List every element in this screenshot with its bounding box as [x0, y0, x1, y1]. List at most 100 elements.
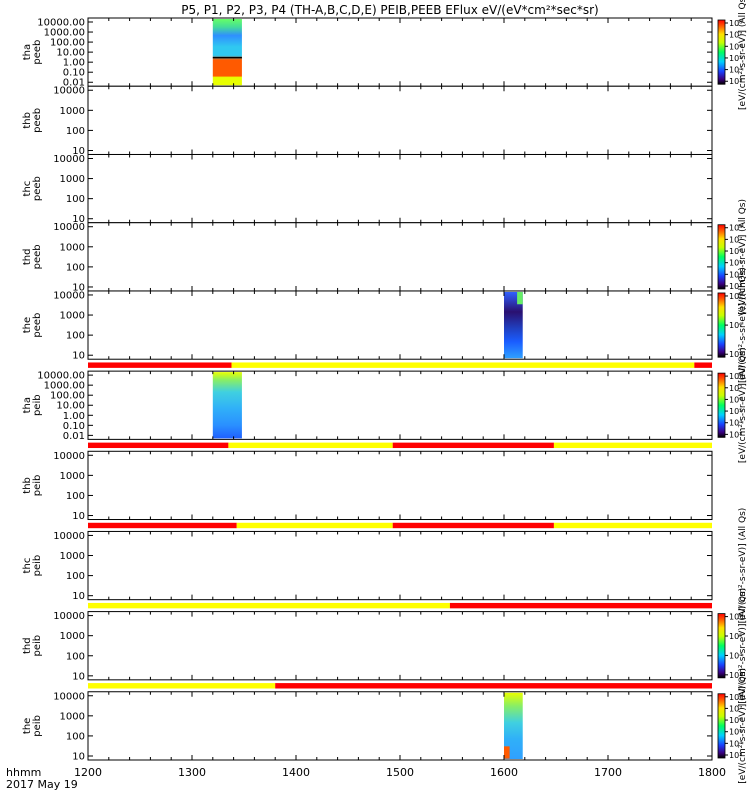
y-tick-label: 10 — [72, 214, 85, 225]
y-tick-label: 10000.00 — [37, 18, 85, 29]
panel-label-product: peib — [32, 475, 43, 497]
y-tick-label: 100.00 — [50, 38, 85, 49]
y-tick-label: 0.10 — [63, 68, 85, 79]
y-tick-label: 10000 — [53, 531, 85, 542]
status-bar-segment — [88, 442, 229, 449]
status-bar-segment — [88, 362, 232, 368]
colorbar-tick-label: 10³ — [729, 751, 742, 760]
y-tick-label: 100 — [66, 262, 85, 273]
colorbar-tick-label: 10⁵ — [729, 632, 742, 641]
x-tick-label: 1600 — [490, 766, 518, 779]
colorbar-tick-label: 10⁴ — [729, 66, 742, 75]
colorbar-label: [eV/(cm²-s-sr-eV)] (All Qs) — [738, 199, 748, 315]
y-tick-label: 1000 — [60, 242, 85, 253]
y-tick-label: 10 — [72, 671, 85, 682]
colorbar-tick-label: 10³ — [729, 77, 742, 86]
colorbar — [717, 693, 726, 759]
y-tick-label: 10.00 — [56, 401, 85, 412]
colorbar-tick-label: 10⁷ — [729, 384, 742, 393]
colorbar-tick-label: 10⁸ — [729, 224, 742, 233]
y-tick-label: 10 — [72, 591, 85, 602]
panel-label-probe: tha — [22, 44, 33, 60]
y-tick-label: 100 — [66, 331, 85, 342]
x-tick-label: 1800 — [698, 766, 726, 779]
y-tick-label: 10 — [72, 511, 85, 522]
panel-label-probe: the — [22, 718, 33, 734]
y-tick-label: 100 — [66, 731, 85, 742]
y-tick-label: 1000.00 — [44, 28, 85, 39]
colorbar-tick-label: 10⁴ — [729, 419, 742, 428]
x-tick-label: 1700 — [594, 766, 622, 779]
y-tick-label: 1000 — [60, 711, 85, 722]
y-tick-label: 0.01 — [63, 431, 85, 442]
spectrogram-block-low — [504, 746, 510, 759]
panel-label-product: peib — [32, 555, 43, 577]
status-bar-segment — [392, 442, 554, 449]
spectrogram-block — [504, 291, 523, 359]
panel-label-product: peib — [32, 394, 43, 416]
colorbar-tick-label: 10⁸ — [729, 19, 742, 28]
colorbar — [717, 613, 726, 679]
x-tick-label: 1500 — [386, 766, 414, 779]
panel-label-probe: thd — [22, 637, 33, 654]
status-bar-segment — [231, 362, 695, 368]
panel-frame — [87, 222, 713, 292]
y-tick-label: 10000 — [53, 222, 85, 233]
y-tick-label: 10 — [72, 282, 85, 293]
panel-frame — [87, 17, 713, 87]
y-tick-label: 10 — [72, 351, 85, 362]
panel-label-probe: thc — [22, 181, 33, 197]
colorbar-tick-label: 10⁴ — [729, 651, 742, 660]
y-tick-label: 1000 — [60, 631, 85, 642]
colorbar-tick-label: 10⁷ — [729, 704, 742, 713]
panel-thc_peeb: 10000 1000 100 10 thc peeb — [22, 153, 713, 225]
panel-thd_peeb: 10000 1000 100 10 thd peeb 10⁸ 10⁷ 10⁶ 10⁵ 10⁴ 10³[… — [22, 199, 748, 315]
y-tick-label: 10000 — [53, 154, 85, 165]
y-tick-label: 10000 — [53, 451, 85, 462]
colorbar-label: [eV/(cm²-s-sr-eV)] (All Qs) — [738, 588, 748, 704]
x-tick-label: 1200 — [74, 766, 102, 779]
y-tick-label: 10.00 — [56, 48, 85, 59]
colorbar-tick-label: 10³ — [729, 430, 742, 439]
y-tick-label: 100 — [66, 126, 85, 137]
status-bar-segment — [275, 683, 712, 689]
panel-label-product: peeb — [32, 176, 43, 201]
y-tick-label: 10000 — [53, 290, 85, 301]
y-tick-label: 10000 — [53, 86, 85, 97]
panel-the_peib: 10000 1000 100 10 the peib 10⁸ 10⁷ 10⁶ 10⁵ 10⁴ 10³[… — [22, 668, 748, 784]
colorbar-label: [eV/(cm²-s-sr-eV)] (All Qs) — [738, 267, 748, 383]
y-tick-label: 1.00 — [63, 411, 85, 422]
y-tick-label: 1000 — [60, 311, 85, 322]
colorbar-tick-label: 10⁶ — [729, 42, 742, 51]
y-tick-label: 10000 — [53, 691, 85, 702]
colorbar-tick-label: 10⁵ — [729, 54, 742, 63]
colorbar — [717, 19, 726, 85]
colorbar-tick-label: 10⁶ — [729, 613, 742, 622]
colorbar-tick-label: 10³ — [729, 282, 742, 291]
y-tick-label: 100 — [66, 571, 85, 582]
spectrogram-block — [212, 372, 242, 439]
colorbar-tick-label: 10⁸ — [729, 693, 742, 702]
colorbar-label: [eV/(cm²-s-sr-eV)] (All Qs) — [738, 668, 748, 784]
x-tick-label: 1400 — [282, 766, 310, 779]
panel-frame — [87, 611, 713, 681]
y-tick-label: 0.10 — [63, 421, 85, 432]
status-bar-segment — [553, 442, 712, 449]
colorbar-tick-label: 10⁶ — [729, 247, 742, 256]
spectrogram-block-top — [517, 291, 523, 305]
y-tick-label: 0.01 — [63, 78, 85, 89]
panel-label-product: peib — [32, 715, 43, 737]
panel-label-product: peib — [32, 635, 43, 657]
panel-frame — [87, 85, 713, 155]
panel-frame — [87, 153, 713, 224]
panel-frame — [87, 450, 713, 521]
colorbar-tick-label: 10⁸ — [729, 372, 742, 381]
y-tick-label: 10 — [72, 146, 85, 157]
status-bar-segment — [694, 362, 712, 368]
x-axis-label: hhmm — [6, 766, 41, 779]
colorbar-tick-label: 10⁷ — [729, 235, 742, 244]
y-tick-label: 100 — [66, 194, 85, 205]
y-tick-label: 1000 — [60, 106, 85, 117]
